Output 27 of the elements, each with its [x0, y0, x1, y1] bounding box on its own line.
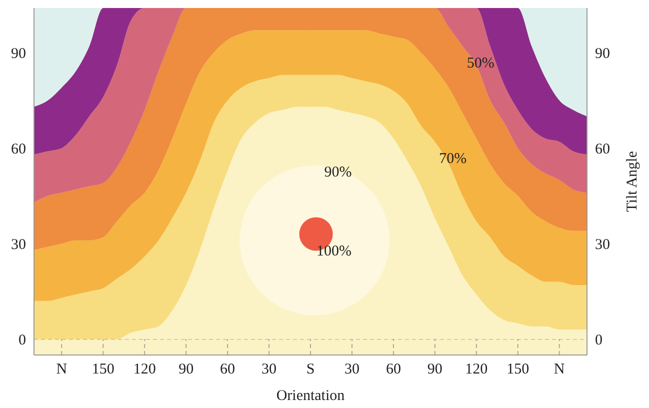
x-tick-label: 30 [344, 362, 360, 378]
annotation: 70% [439, 151, 467, 168]
annotation: 100% [316, 243, 352, 260]
annotation: 90% [324, 164, 352, 182]
x-tick-label: N [56, 362, 68, 378]
x-tick-label: 150 [506, 362, 530, 378]
y2-tick-label: 60 [595, 141, 610, 158]
y-tick-label: 30 [11, 236, 26, 253]
x-tick-label: 60 [386, 362, 401, 378]
y-tick-label: 0 [18, 332, 26, 348]
x-tick-label: 60 [220, 362, 236, 378]
y2-tick-label: 30 [595, 236, 610, 253]
x-tick-label: 150 [92, 362, 114, 378]
y-tick-label: 90 [11, 46, 26, 62]
x-tick-label: 90 [427, 362, 442, 378]
x-tick-label: 30 [262, 362, 277, 378]
x-axis-title: Orientation [276, 388, 346, 404]
x-tick-label: 120 [133, 362, 156, 378]
annotation: 50% [466, 56, 494, 72]
y2-axis-title: Tilt Angle [624, 150, 640, 212]
x-tick-label: S [306, 362, 315, 378]
x-tick-label: 90 [178, 362, 194, 378]
y-tick-label: 60 [11, 141, 26, 158]
x-tick-label: N [554, 362, 565, 378]
y2-tick-label: 90 [595, 46, 610, 62]
y2-tick-label: 0 [595, 332, 602, 348]
x-tick-label: 120 [465, 362, 488, 378]
